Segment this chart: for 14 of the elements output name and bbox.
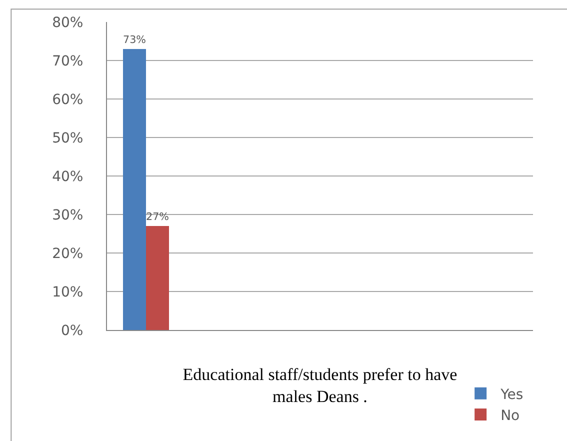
x-axis-title: Educational staff/students prefer to have males Deans . xyxy=(182,364,458,406)
legend-label: Yes xyxy=(500,386,524,403)
y-tick-label: 30% xyxy=(52,207,84,224)
data-label: 73% xyxy=(123,34,146,46)
y-tick-label: 50% xyxy=(52,130,84,146)
y-tick-label: 60% xyxy=(52,92,84,108)
y-tick-label: 70% xyxy=(52,53,84,70)
data-label: 27% xyxy=(146,211,170,224)
y-tick-label: 0% xyxy=(60,322,84,339)
y-tick-label: 20% xyxy=(52,246,84,262)
y-tick-label: 80% xyxy=(52,14,84,31)
legend-label: No xyxy=(500,408,520,424)
y-tick-label: 40% xyxy=(52,168,84,185)
y-tick-label: 10% xyxy=(52,284,84,300)
